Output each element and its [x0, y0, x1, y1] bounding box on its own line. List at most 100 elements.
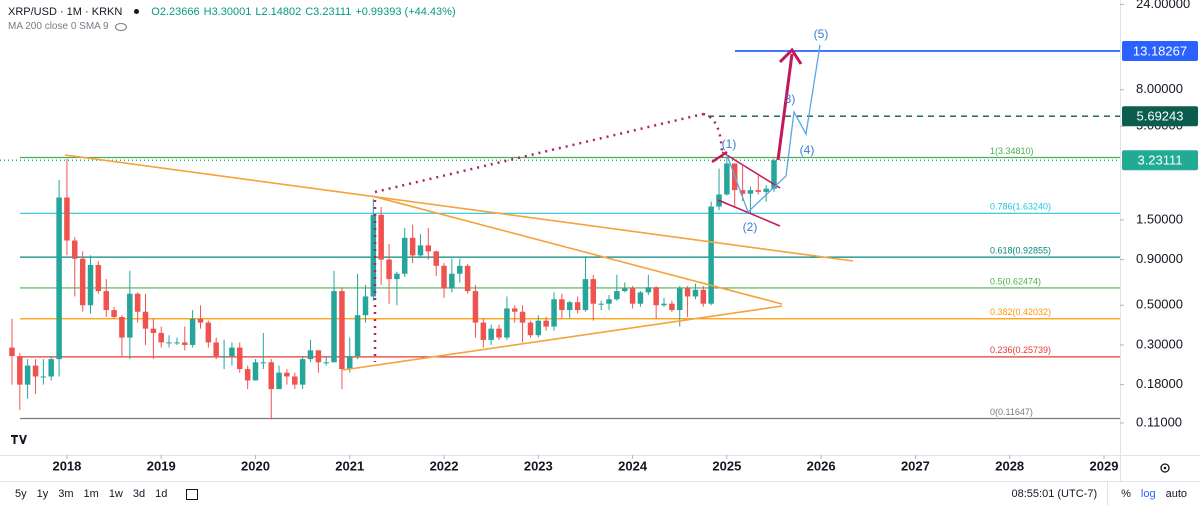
candle-body — [629, 288, 636, 304]
candle-body — [763, 188, 769, 192]
candle-body — [252, 362, 259, 381]
candle-body — [739, 190, 746, 194]
fib-label: 0.382(0.42032) — [990, 307, 1051, 317]
y-tick-label: 0.50000 — [1136, 297, 1183, 312]
candle-body — [244, 369, 251, 381]
candle-body — [17, 356, 23, 385]
candle-body — [480, 322, 487, 340]
fib-label: 0.618(0.92855) — [990, 246, 1051, 256]
visibility-icon[interactable] — [114, 22, 127, 31]
legend: XRP/USD · 1M · KRKN O2.23666 H3.30001 L2.14… — [8, 4, 456, 34]
candle-body — [504, 308, 510, 338]
arrow-head — [778, 47, 803, 65]
candle-body — [535, 320, 542, 336]
candle-body — [590, 279, 597, 304]
candle-body — [566, 302, 573, 311]
candle-body — [276, 372, 282, 390]
candle-body — [79, 258, 86, 306]
candle-body — [362, 296, 369, 316]
quote: O2.23666 H3.30001 L2.14802 C3.23111 +0.99393… — [151, 6, 455, 18]
candle-body — [543, 320, 549, 327]
price-badge — [1122, 150, 1198, 171]
fib-label: 1(3.34810) — [990, 146, 1034, 156]
candle-body — [676, 288, 683, 311]
candle-body — [457, 265, 463, 274]
quote-item: +0.99393 (+44.43%) — [355, 5, 456, 18]
candle-body — [150, 328, 157, 333]
wave-label: (2) — [743, 220, 758, 234]
axes: 24.000008.000005.000001.500000.900000.50… — [0, 0, 1200, 481]
x-tick-label: 2022 — [430, 458, 459, 473]
wave-label: 3) — [785, 92, 796, 106]
candle-body — [472, 291, 479, 323]
candle-body — [614, 291, 620, 300]
bottom-toolbar: 5y 1y 3m 1m 1w 3d 1d 08:55:01 (UTC-7) % log auto — [0, 481, 1200, 506]
dotted-line — [702, 112, 724, 159]
candle-body — [425, 245, 432, 252]
price-badge — [1122, 40, 1198, 61]
x-tick-label: 2019 — [147, 458, 176, 473]
y-tick-label: 0.90000 — [1136, 251, 1183, 266]
range-button[interactable]: 3d — [132, 488, 146, 500]
candle-body — [401, 237, 408, 274]
y-tick-label: 0.11000 — [1136, 414, 1182, 429]
candle-body — [32, 365, 39, 377]
candle-body — [684, 288, 691, 297]
candle-body — [622, 288, 628, 292]
x-tick-label: 2021 — [335, 458, 364, 473]
scale-buttons: % log auto — [1107, 482, 1200, 506]
range-button[interactable]: 5y — [15, 488, 27, 500]
x-tick-label: 2026 — [807, 458, 836, 473]
candle-body — [87, 264, 94, 306]
range-button[interactable]: 1w — [108, 488, 123, 500]
x-tick-label: 2023 — [524, 458, 553, 473]
candle-body — [205, 322, 212, 343]
candle-body — [95, 264, 102, 292]
candle-body — [386, 259, 392, 280]
date-range-icon[interactable] — [186, 488, 199, 500]
wave-label: (5) — [814, 27, 829, 41]
candle-body — [174, 342, 180, 344]
trend-line — [64, 154, 854, 262]
candle-body — [378, 214, 384, 260]
range-button[interactable]: 1y — [36, 488, 49, 500]
quote-item: C3.23111 — [305, 5, 352, 18]
range-button[interactable]: 1m — [83, 488, 99, 500]
price-badge — [1122, 106, 1198, 127]
candle-body — [394, 273, 400, 280]
wave-path — [726, 44, 821, 214]
candle-body — [559, 299, 565, 311]
candle-body — [724, 163, 730, 195]
indicator: MA 200 close 0 SMA 9 — [8, 21, 109, 32]
candle-body — [111, 310, 117, 317]
candle-body — [692, 289, 699, 297]
candle-body — [708, 206, 714, 304]
candle-body — [72, 240, 78, 259]
settings-icon[interactable] — [1160, 463, 1170, 473]
range-button[interactable]: 3m — [58, 488, 74, 500]
price-badge-label: 3.23111 — [1137, 153, 1182, 168]
scale-button[interactable]: log — [1140, 488, 1156, 500]
scale-button[interactable]: auto — [1165, 488, 1187, 500]
fib-label: 0.5(0.62474) — [990, 276, 1041, 286]
candle-body — [645, 287, 652, 293]
x-tick-label: 2020 — [241, 458, 270, 473]
range-button[interactable]: 1d — [155, 488, 168, 500]
candle-body — [347, 356, 353, 370]
x-tick-label: 2018 — [52, 458, 81, 473]
candle-body — [370, 214, 377, 297]
label-layer: (1) (2) 3) (4) (5) 13.18267 5.69243 3.23111 — [722, 27, 1198, 234]
candle-body — [229, 347, 235, 357]
x-tick-label: 2029 — [1090, 458, 1119, 473]
candle-body — [158, 332, 164, 343]
candle-body — [354, 315, 361, 357]
quote-item: O2.23666 — [151, 5, 200, 18]
wedge-line — [717, 199, 781, 227]
candle-body — [119, 316, 125, 338]
status-dot — [134, 9, 140, 14]
candle-body — [755, 190, 762, 192]
candle-body — [519, 311, 526, 323]
scale-button[interactable]: % — [1121, 488, 1131, 500]
candle-body — [166, 342, 172, 344]
